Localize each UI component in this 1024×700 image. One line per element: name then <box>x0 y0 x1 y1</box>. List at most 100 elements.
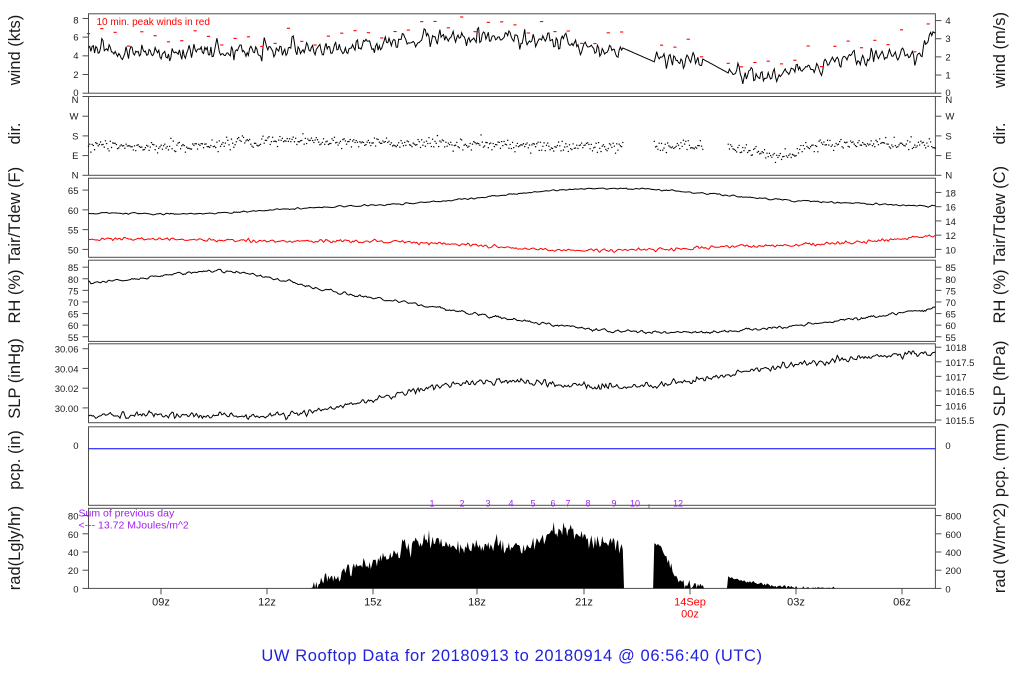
svg-text:65: 65 <box>68 186 79 197</box>
svg-text:15z: 15z <box>364 596 382 608</box>
svg-text:12z: 12z <box>258 596 276 608</box>
svg-text:55: 55 <box>945 333 956 344</box>
svg-text:wind (kts): wind (kts) <box>6 15 24 87</box>
svg-text:65: 65 <box>945 310 956 321</box>
svg-text:03z: 03z <box>787 596 805 608</box>
svg-text:60: 60 <box>68 530 79 541</box>
svg-text:75: 75 <box>945 286 956 297</box>
svg-text:S: S <box>72 131 78 142</box>
svg-text:1017.5: 1017.5 <box>945 358 974 369</box>
svg-text:UW Rooftop Data for 20180913: UW Rooftop Data for 20180913 to 20180914… <box>261 647 762 665</box>
svg-text:55: 55 <box>68 226 79 237</box>
svg-text:N: N <box>945 170 952 181</box>
svg-text:16: 16 <box>945 203 956 214</box>
svg-text:75: 75 <box>68 286 79 297</box>
svg-text:rad(Lgly/hr): rad(Lgly/hr) <box>6 506 24 590</box>
svg-text:50: 50 <box>68 245 79 256</box>
svg-text:40: 40 <box>68 548 79 559</box>
svg-text:E: E <box>72 151 78 162</box>
svg-text:0: 0 <box>73 584 78 595</box>
svg-text:<--- 13.72 MJoules/m^2: <--- 13.72 MJoules/m^2 <box>79 519 189 531</box>
svg-text:W: W <box>945 112 954 123</box>
svg-text:85: 85 <box>945 263 956 274</box>
svg-text:1: 1 <box>945 70 950 81</box>
svg-text:30.00: 30.00 <box>55 404 79 415</box>
svg-text:30.04: 30.04 <box>55 364 79 375</box>
svg-text:2: 2 <box>945 52 950 63</box>
svg-text:2: 2 <box>459 498 464 508</box>
svg-text:200: 200 <box>945 566 961 577</box>
svg-text:10: 10 <box>630 498 640 508</box>
svg-text:rad (W/m^2): rad (W/m^2) <box>991 503 1009 593</box>
svg-text:60: 60 <box>945 321 956 332</box>
svg-text:400: 400 <box>945 548 961 559</box>
svg-text:N: N <box>945 95 952 106</box>
svg-text:14Sep: 14Sep <box>674 596 706 608</box>
svg-text:E: E <box>945 151 951 162</box>
svg-text:80: 80 <box>945 275 956 286</box>
svg-text:4: 4 <box>508 498 513 508</box>
svg-text:600: 600 <box>945 530 961 541</box>
svg-text:06z: 06z <box>893 596 911 608</box>
svg-text:09z: 09z <box>152 596 170 608</box>
svg-text:pcp. (mm): pcp. (mm) <box>991 423 1009 497</box>
svg-text:SLP (inHg): SLP (inHg) <box>6 338 24 418</box>
svg-text:80: 80 <box>68 275 79 286</box>
svg-text:30.06: 30.06 <box>55 345 79 356</box>
svg-text:1017: 1017 <box>945 372 966 383</box>
svg-text:85: 85 <box>68 263 79 274</box>
svg-text:1015.5: 1015.5 <box>945 416 974 427</box>
svg-text:10: 10 <box>945 245 956 256</box>
svg-text:14: 14 <box>945 217 956 228</box>
svg-text:wind (m/s): wind (m/s) <box>991 12 1009 89</box>
svg-text:20: 20 <box>68 566 79 577</box>
svg-text:9: 9 <box>611 498 616 508</box>
svg-text:dir.: dir. <box>991 122 1009 144</box>
svg-text:SLP (hPa): SLP (hPa) <box>991 341 1009 417</box>
svg-text:0: 0 <box>945 584 950 595</box>
svg-text:65: 65 <box>68 310 79 321</box>
svg-text:W: W <box>70 112 79 123</box>
svg-text:8: 8 <box>73 15 78 26</box>
svg-text:dir.: dir. <box>6 122 24 144</box>
svg-text:pcp. (in): pcp. (in) <box>6 430 24 490</box>
svg-text:1: 1 <box>429 498 434 508</box>
svg-text:60: 60 <box>68 206 79 217</box>
svg-text:6: 6 <box>550 498 555 508</box>
svg-text:RH (%): RH (%) <box>991 269 1009 323</box>
svg-text:RH (%): RH (%) <box>6 269 24 323</box>
svg-text:800: 800 <box>945 512 961 523</box>
svg-text:18: 18 <box>945 188 956 199</box>
svg-text:Tair/Tdew (C): Tair/Tdew (C) <box>991 166 1009 265</box>
svg-text:60: 60 <box>68 321 79 332</box>
svg-text:3: 3 <box>945 34 950 45</box>
svg-text:2: 2 <box>73 70 78 81</box>
svg-text:1016.5: 1016.5 <box>945 387 974 398</box>
svg-text:5: 5 <box>530 498 535 508</box>
svg-text:70: 70 <box>945 298 956 309</box>
svg-text:1016: 1016 <box>945 401 966 412</box>
svg-text:7: 7 <box>565 498 570 508</box>
svg-text:00z: 00z <box>681 608 699 620</box>
svg-text:10 min. peak winds in red: 10 min. peak winds in red <box>97 17 210 28</box>
svg-text:30.02: 30.02 <box>55 384 79 395</box>
svg-text:12: 12 <box>673 498 683 508</box>
svg-text:12: 12 <box>945 231 956 242</box>
svg-text:0: 0 <box>73 441 78 452</box>
svg-text:6: 6 <box>73 33 78 44</box>
svg-text:3: 3 <box>485 498 490 508</box>
svg-text:S: S <box>945 131 951 142</box>
svg-text:1018: 1018 <box>945 343 966 354</box>
svg-text:8: 8 <box>585 498 590 508</box>
svg-text:Sum of previous day: Sum of previous day <box>79 507 175 519</box>
svg-text:N: N <box>72 95 79 106</box>
svg-text:N: N <box>72 170 79 181</box>
svg-text:0: 0 <box>945 441 950 452</box>
svg-text:55: 55 <box>68 333 79 344</box>
svg-text:70: 70 <box>68 298 79 309</box>
svg-text:4: 4 <box>73 51 78 62</box>
svg-text:18z: 18z <box>468 596 486 608</box>
svg-text:Tair/Tdew (F): Tair/Tdew (F) <box>6 167 24 264</box>
svg-text:80: 80 <box>68 512 79 523</box>
svg-text:21z: 21z <box>575 596 593 608</box>
